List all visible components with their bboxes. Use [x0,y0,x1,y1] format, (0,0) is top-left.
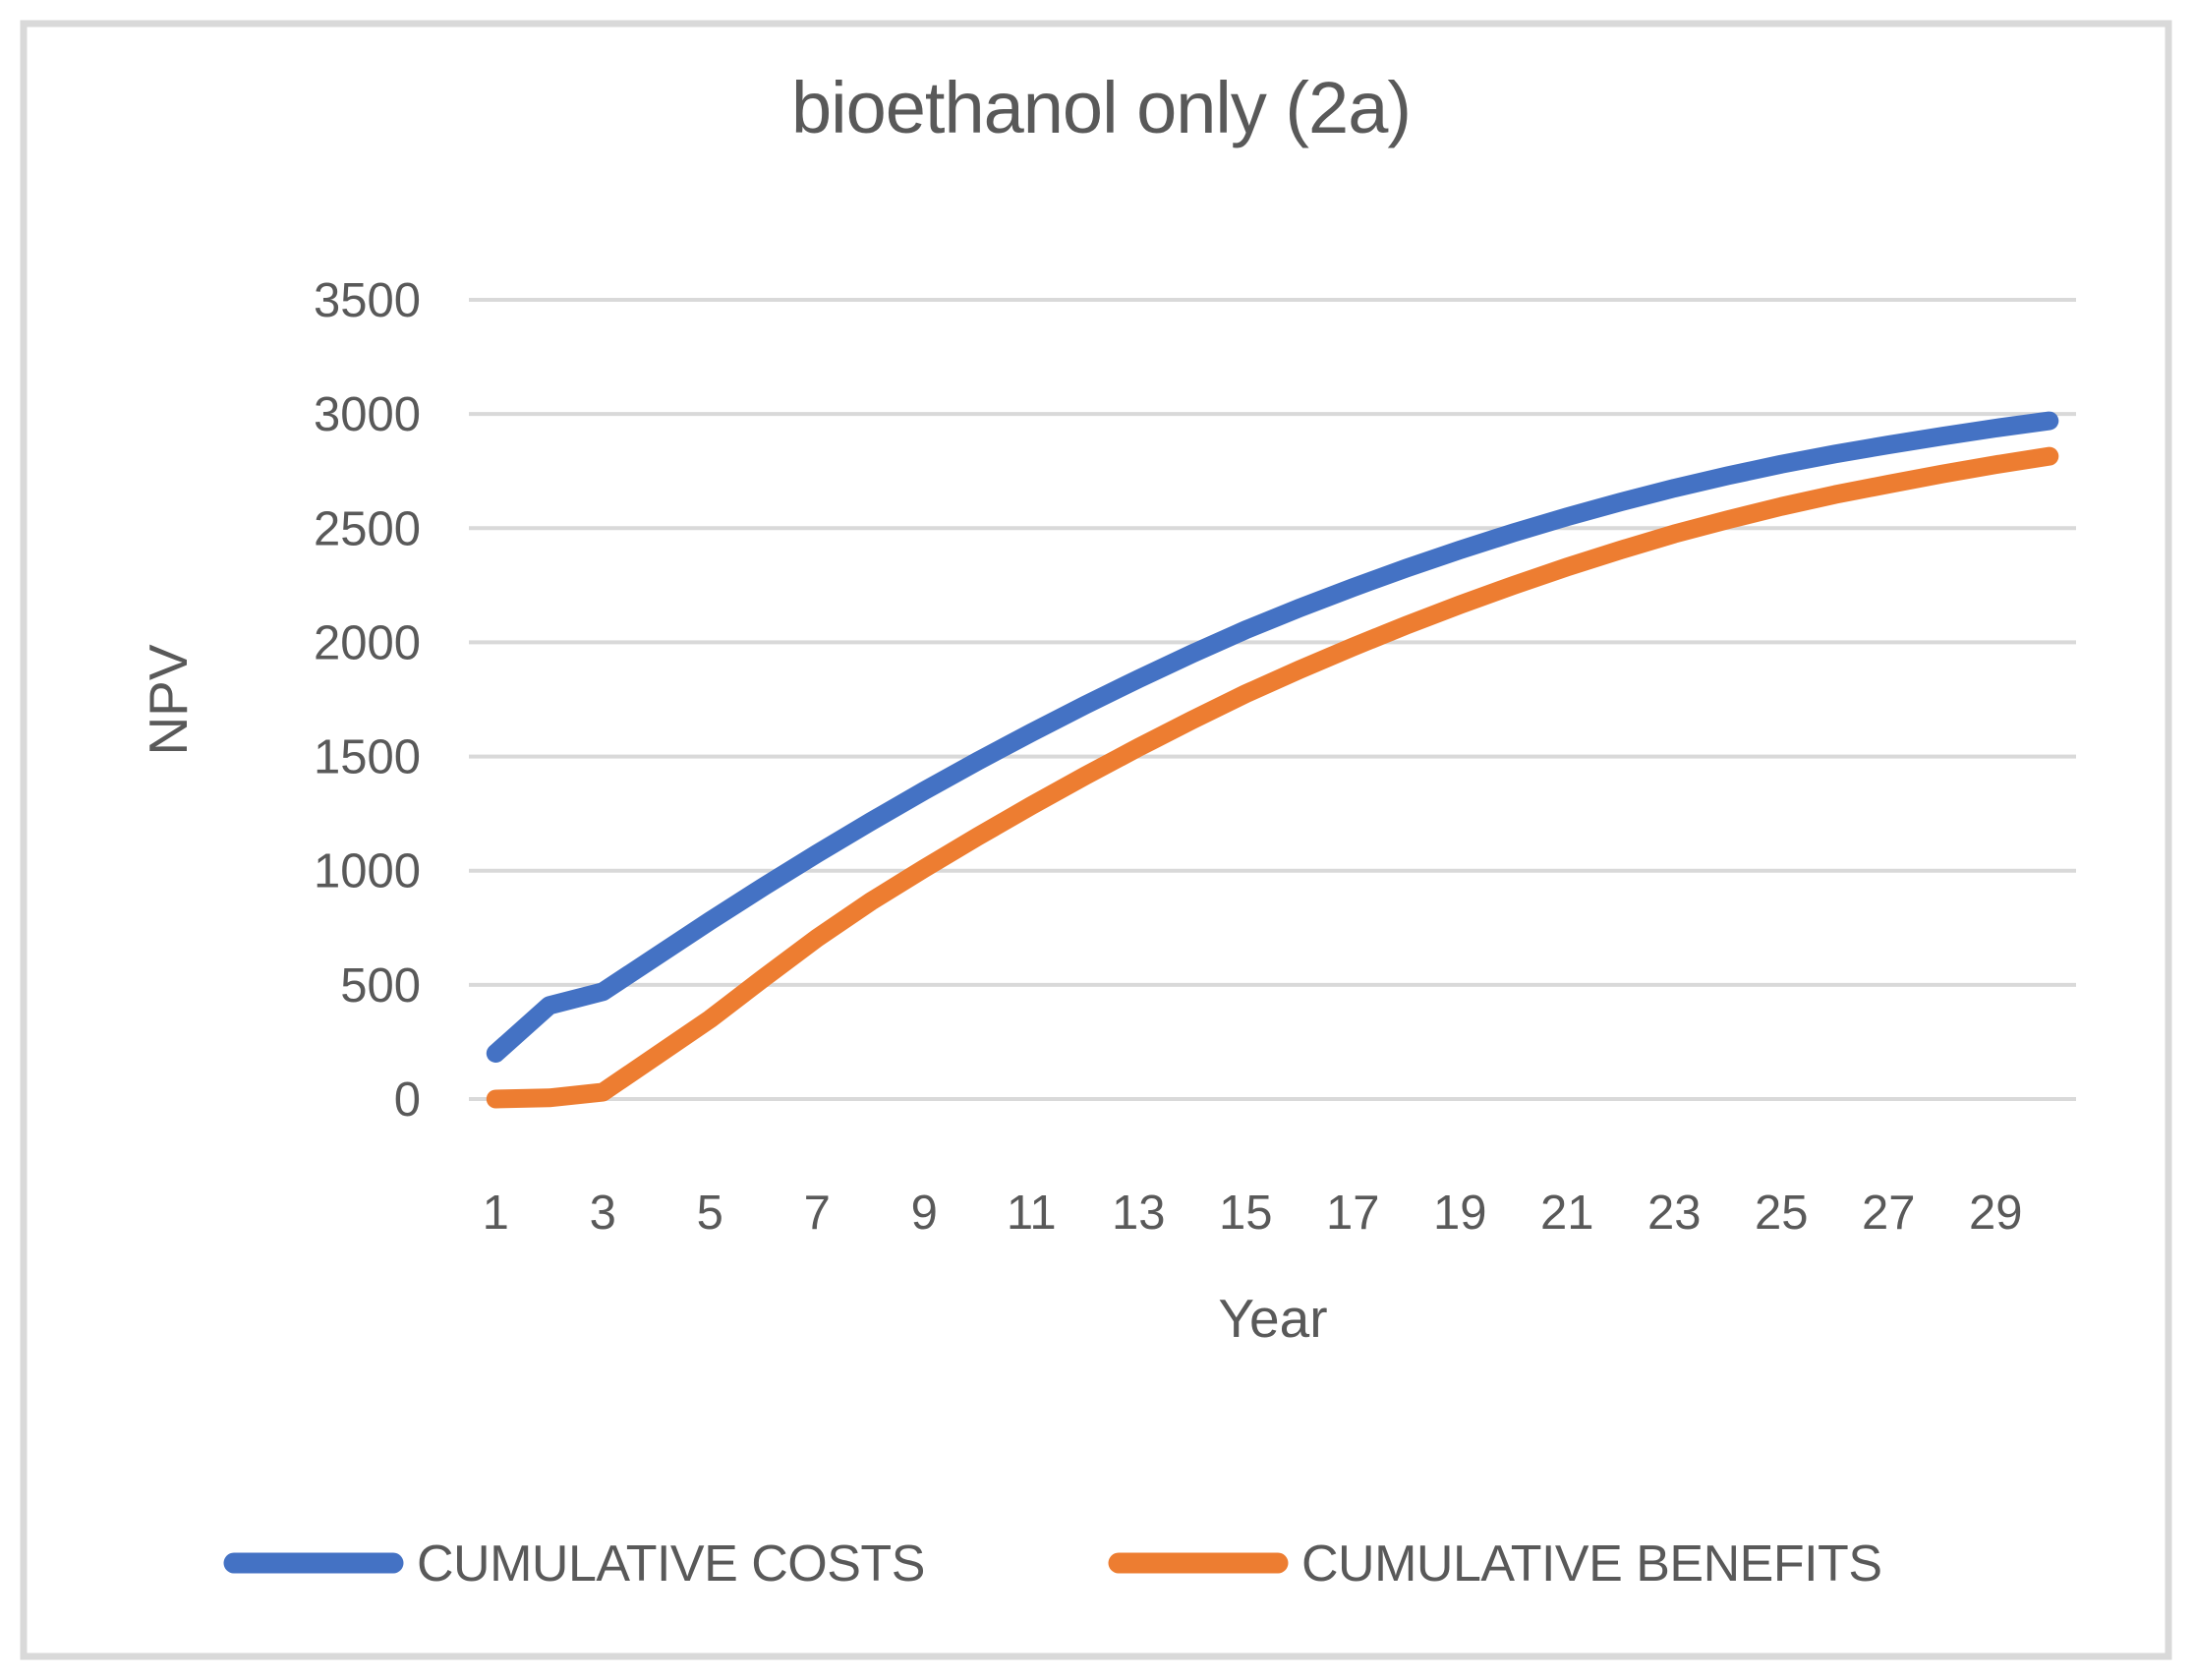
y-tick-label-1500: 1500 [314,731,421,784]
x-axis-tick-labels: 1 3 5 7 9 11 13 15 17 19 21 23 25 27 29 [483,1187,2023,1240]
x-tick-label-15: 15 [1219,1187,1273,1240]
series-line-cumulative-costs [486,411,2059,1063]
x-tick-label-3: 3 [590,1187,616,1240]
gridlines [469,298,2076,1101]
y-tick-label-3000: 3000 [314,388,421,441]
legend-label-cumulative-costs: CUMULATIVE COSTS [417,1535,925,1593]
y-tick-label-0: 0 [394,1073,421,1127]
x-tick-label-23: 23 [1647,1187,1702,1240]
y-tick-label-500: 500 [340,959,421,1013]
x-tick-label-5: 5 [697,1187,723,1240]
series-line-cumulative-benefits [486,446,2059,1109]
x-tick-label-11: 11 [1007,1187,1057,1240]
x-tick-label-17: 17 [1326,1187,1380,1240]
y-tick-label-3500: 3500 [314,274,421,327]
legend-label-cumulative-benefits: CUMULATIVE BENEFITS [1301,1535,1882,1593]
x-tick-label-21: 21 [1540,1187,1594,1240]
legend: CUMULATIVE COSTS CUMULATIVE BENEFITS [223,1535,1882,1593]
y-axis-tick-labels: 0 500 1000 1500 2000 2500 3000 3500 [314,274,421,1127]
data-series [486,411,2059,1109]
x-tick-label-27: 27 [1862,1187,1916,1240]
y-tick-label-2500: 2500 [314,502,421,555]
x-tick-label-7: 7 [804,1187,831,1240]
y-axis-title: NPV [138,644,199,755]
y-tick-label-1000: 1000 [314,845,421,898]
chart-title: bioethanol only (2a) [791,67,1411,148]
x-tick-label-25: 25 [1755,1187,1809,1240]
y-tick-label-2000: 2000 [314,616,421,669]
x-tick-label-19: 19 [1433,1187,1487,1240]
x-axis-title: Year [1218,1288,1327,1349]
x-tick-label-29: 29 [1969,1187,2023,1240]
x-tick-label-13: 13 [1112,1187,1166,1240]
chart-border [20,20,2172,1660]
x-tick-label-1: 1 [483,1187,509,1240]
x-tick-label-9: 9 [911,1187,938,1240]
